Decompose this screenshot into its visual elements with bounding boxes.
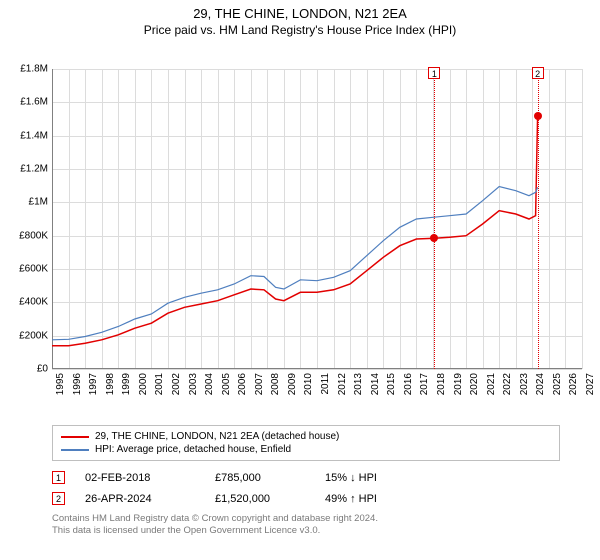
x-axis-label: 2007 xyxy=(254,373,265,395)
sale-marker-badge: 1 xyxy=(428,67,440,79)
sale-row-price: £1,520,000 xyxy=(215,493,305,505)
y-axis-label: £1.2M xyxy=(8,164,48,175)
x-axis-label: 2021 xyxy=(486,373,497,395)
x-axis-label: 2006 xyxy=(237,373,248,395)
sale-row-pct: 49% ↑ HPI xyxy=(325,493,415,505)
x-axis-label: 2004 xyxy=(204,373,215,395)
title-block: 29, THE CHINE, LONDON, N21 2EA Price pai… xyxy=(0,0,600,39)
x-axis-label: 2009 xyxy=(287,373,298,395)
x-axis-label: 2020 xyxy=(469,373,480,395)
x-axis-label: 1998 xyxy=(105,373,116,395)
title-main: 29, THE CHINE, LONDON, N21 2EA xyxy=(0,6,600,21)
y-axis-label: £0 xyxy=(8,364,48,375)
sale-marker-dot xyxy=(430,234,438,242)
series-hpi xyxy=(52,187,538,340)
x-axis-label: 2016 xyxy=(403,373,414,395)
sale-row-date: 02-FEB-2018 xyxy=(85,472,195,484)
sale-row-badge: 2 xyxy=(52,492,65,505)
plot-area: 12 xyxy=(52,69,582,369)
x-axis-label: 2015 xyxy=(386,373,397,395)
chart-container: 29, THE CHINE, LONDON, N21 2EA Price pai… xyxy=(0,0,600,538)
x-axis-label: 2010 xyxy=(303,373,314,395)
sales-row: 2 26-APR-2024 £1,520,000 49% ↑ HPI xyxy=(52,488,560,509)
legend-item: HPI: Average price, detached house, Enfi… xyxy=(61,443,551,456)
legend-item: 29, THE CHINE, LONDON, N21 2EA (detached… xyxy=(61,430,551,443)
legend: 29, THE CHINE, LONDON, N21 2EA (detached… xyxy=(52,425,560,461)
y-axis-label: £1.4M xyxy=(8,130,48,141)
legend-swatch xyxy=(61,436,89,438)
title-sub: Price paid vs. HM Land Registry's House … xyxy=(0,23,600,37)
x-axis-label: 1999 xyxy=(121,373,132,395)
x-axis-label: 2000 xyxy=(138,373,149,395)
x-axis-label: 2008 xyxy=(270,373,281,395)
x-axis-label: 1997 xyxy=(88,373,99,395)
y-axis-label: £1M xyxy=(8,197,48,208)
sale-marker-dot xyxy=(534,112,542,120)
x-axis-label: 2027 xyxy=(585,373,596,395)
legend-label: 29, THE CHINE, LONDON, N21 2EA (detached… xyxy=(95,431,339,442)
y-axis-label: £400K xyxy=(8,297,48,308)
y-axis-label: £1.6M xyxy=(8,97,48,108)
x-axis-label: 2026 xyxy=(568,373,579,395)
x-axis-label: 2005 xyxy=(221,373,232,395)
x-axis-label: 2012 xyxy=(337,373,348,395)
y-axis-label: £1.8M xyxy=(8,64,48,75)
x-axis-label: 2025 xyxy=(552,373,563,395)
sales-table: 1 02-FEB-2018 £785,000 15% ↓ HPI 2 26-APR-202… xyxy=(52,467,560,509)
legend-swatch xyxy=(61,449,89,451)
chart-area: 12£0£200K£400K£600K£800K£1M£1.2M£1.4M£1.… xyxy=(0,39,600,419)
x-axis-label: 2022 xyxy=(502,373,513,395)
x-axis-label: 2017 xyxy=(419,373,430,395)
x-axis-label: 2013 xyxy=(353,373,364,395)
x-axis-label: 2014 xyxy=(370,373,381,395)
footer-line-2: This data is licensed under the Open Gov… xyxy=(52,525,560,537)
x-axis-label: 2018 xyxy=(436,373,447,395)
legend-label: HPI: Average price, detached house, Enfi… xyxy=(95,444,291,455)
sale-marker-line xyxy=(434,69,435,369)
x-axis-label: 2023 xyxy=(519,373,530,395)
x-axis-label: 2002 xyxy=(171,373,182,395)
sale-row-price: £785,000 xyxy=(215,472,305,484)
x-axis-label: 2019 xyxy=(453,373,464,395)
footer-line-1: Contains HM Land Registry data © Crown c… xyxy=(52,513,560,525)
x-axis-label: 1995 xyxy=(55,373,66,395)
sale-row-date: 26-APR-2024 xyxy=(85,493,195,505)
y-axis-label: £200K xyxy=(8,330,48,341)
footer-attribution: Contains HM Land Registry data © Crown c… xyxy=(52,513,560,538)
x-axis-label: 2001 xyxy=(154,373,165,395)
x-axis-label: 2011 xyxy=(320,373,331,395)
y-axis-label: £600K xyxy=(8,264,48,275)
sale-marker-badge: 2 xyxy=(532,67,544,79)
x-axis-label: 1996 xyxy=(72,373,83,395)
sale-row-badge: 1 xyxy=(52,471,65,484)
x-axis-label: 2003 xyxy=(188,373,199,395)
y-axis-label: £800K xyxy=(8,230,48,241)
sale-row-pct: 15% ↓ HPI xyxy=(325,472,415,484)
sales-row: 1 02-FEB-2018 £785,000 15% ↓ HPI xyxy=(52,467,560,488)
series-property xyxy=(52,116,538,346)
x-axis-label: 2024 xyxy=(535,373,546,395)
series-svg xyxy=(52,69,582,369)
